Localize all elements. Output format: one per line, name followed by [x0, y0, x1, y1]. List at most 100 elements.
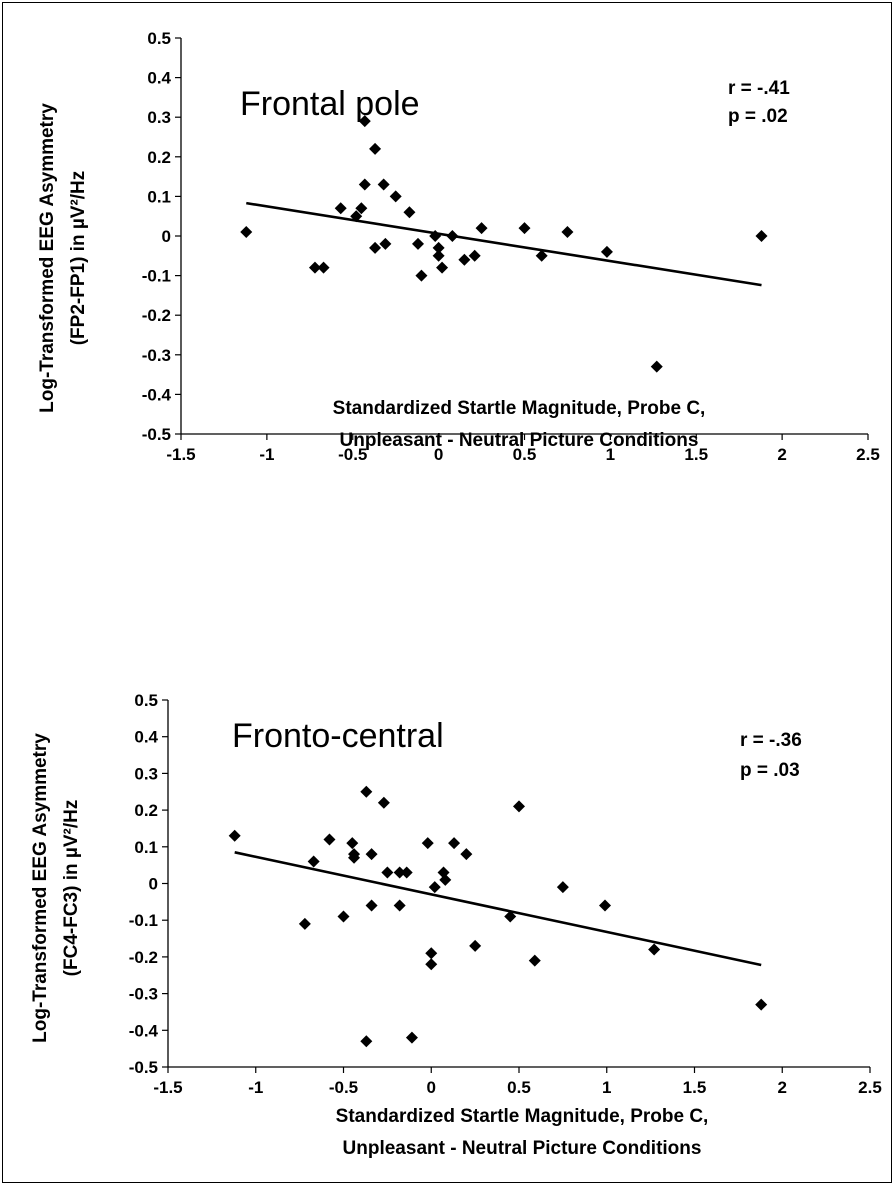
data-point	[358, 178, 371, 191]
chart-panel-fronto-central: 0.5 0.4 0.3 0.2 0.1 0 -0.1 -0.2 -0.3 -0.4 -0.5 -1.…	[30, 691, 882, 1159]
data-point	[469, 939, 482, 952]
x-tick-label: 0	[434, 445, 443, 464]
data-point	[403, 206, 416, 219]
data-point	[377, 796, 390, 809]
x-tick-label: 2.5	[858, 1078, 882, 1097]
x-tick-label: 2	[777, 445, 786, 464]
data-point	[369, 142, 382, 155]
x-tick-label: 0.5	[507, 1078, 531, 1097]
y-tick-label: 0.1	[147, 187, 171, 206]
data-point	[432, 241, 445, 254]
x-axis-label-line2: Unpleasant - Neutral Picture Conditions	[343, 1138, 702, 1159]
data-point	[600, 245, 613, 258]
trendline	[234, 851, 762, 967]
data-point	[755, 998, 768, 1011]
x-tick-label: 1	[606, 445, 615, 464]
r-value: r = -.36	[740, 730, 802, 751]
data-point	[412, 237, 425, 250]
y-tick-label: 0.2	[134, 801, 158, 820]
data-point	[308, 261, 321, 274]
data-point	[307, 855, 320, 868]
y-axis-label-line2: (FC4-FC3) in µV²/Hz	[61, 800, 82, 977]
data-point	[425, 947, 438, 960]
data-point	[425, 958, 438, 971]
y-tick-label: -0.4	[129, 1021, 159, 1040]
data-point	[323, 833, 336, 846]
x-tick-label: -1.5	[153, 1078, 182, 1097]
y-tick-label: 0.3	[134, 764, 158, 783]
x-tick-label: -1	[248, 1078, 263, 1097]
data-point	[360, 785, 373, 798]
y-tick-label: -0.3	[142, 346, 171, 365]
y-tick-labels: 0.5 0.4 0.3 0.2 0.1 0 -0.1 -0.2 -0.3 -0.4 -0.5	[142, 29, 172, 444]
y-axis-label-line1: Log-Transformed EEG Asymmetry	[30, 733, 51, 1043]
data-point	[439, 873, 452, 886]
data-point	[337, 910, 350, 923]
axes-frontal-pole	[175, 37, 869, 440]
axes-fronto-central	[162, 699, 871, 1073]
data-point	[513, 800, 525, 813]
y-tick-label: -0.4	[142, 385, 172, 404]
data-point	[348, 851, 361, 864]
x-tick-label: -0.5	[338, 445, 367, 464]
trendline	[246, 201, 762, 287]
data-point	[298, 917, 311, 930]
data-point	[535, 249, 548, 262]
data-point	[432, 249, 445, 262]
data-point	[405, 1031, 418, 1044]
y-tick-label: 0.2	[147, 148, 171, 167]
data-point	[650, 360, 663, 373]
y-tick-label: 0.5	[147, 29, 171, 48]
data-points	[228, 785, 768, 1048]
data-point	[415, 269, 428, 282]
data-point	[228, 829, 241, 842]
x-tick-label: 1	[602, 1078, 611, 1097]
regression-line	[234, 851, 762, 967]
data-point	[446, 230, 459, 242]
data-point	[400, 866, 413, 879]
data-point	[755, 230, 768, 242]
x-tick-labels: -1.5 -1 -0.5 0 0.5 1 1.5 2 2.5	[153, 1078, 881, 1097]
data-point	[317, 261, 330, 274]
y-tick-label: -0.1	[142, 267, 171, 286]
x-tick-label: 0	[427, 1078, 436, 1097]
y-tick-labels: 0.5 0.4 0.3 0.2 0.1 0 -0.1 -0.2 -0.3 -0.4 -0.5	[129, 691, 159, 1077]
y-tick-label: -0.2	[129, 948, 158, 967]
data-point	[448, 837, 461, 850]
data-point	[458, 253, 471, 266]
p-value: p = .03	[740, 760, 800, 781]
x-tick-label: 0.5	[513, 445, 537, 464]
data-point	[381, 866, 394, 879]
x-tick-label: 1.5	[684, 445, 708, 464]
y-tick-label: -0.5	[142, 425, 171, 444]
data-point	[350, 210, 363, 223]
data-points	[240, 115, 768, 373]
panel-title: Fronto-central	[232, 717, 444, 755]
data-point	[334, 202, 347, 215]
x-tick-label: -1	[259, 445, 274, 464]
data-point	[358, 115, 371, 128]
data-point	[421, 837, 434, 850]
data-point	[528, 954, 541, 967]
y-tick-label: -0.2	[142, 306, 171, 325]
data-point	[429, 230, 442, 242]
y-axis-label-line2: (FP2-FP1) in µV²/Hz	[68, 171, 89, 346]
y-tick-label: -0.5	[129, 1058, 158, 1077]
y-tick-label: 0.3	[147, 108, 171, 127]
x-tick-label: 2	[778, 1078, 787, 1097]
x-tick-label: 2.5	[856, 445, 880, 464]
x-tick-label: 1.5	[683, 1078, 707, 1097]
data-point	[475, 222, 488, 235]
data-point	[240, 226, 253, 239]
data-point	[389, 190, 402, 203]
data-point	[346, 837, 359, 850]
y-tick-label: -0.3	[129, 985, 158, 1004]
data-point	[393, 899, 406, 912]
regression-line	[246, 201, 762, 287]
data-point	[460, 848, 473, 861]
y-tick-label: 0	[162, 227, 171, 246]
x-tick-label: -0.5	[329, 1078, 358, 1097]
y-tick-label: 0	[149, 875, 158, 894]
chart-panel-frontal-pole: 0.5 0.4 0.3 0.2 0.1 0 -0.1 -0.2 -0.3 -0.4 -0.5 -1.…	[37, 29, 880, 464]
